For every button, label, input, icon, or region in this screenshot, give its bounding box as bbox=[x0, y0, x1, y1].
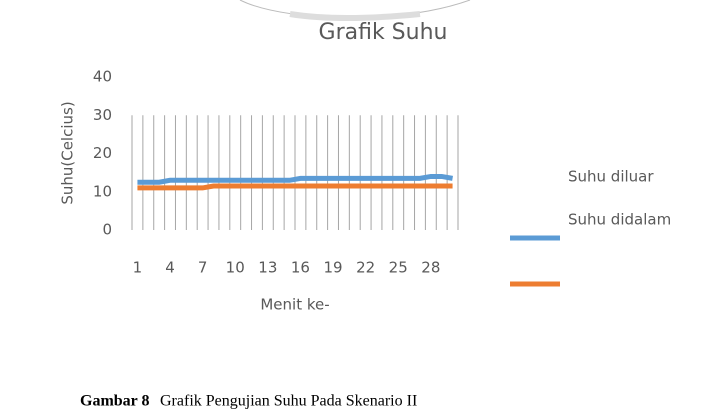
y-tick-label: 0 bbox=[102, 221, 112, 239]
x-tick-label: 1 bbox=[133, 259, 143, 277]
x-tick-label: 7 bbox=[198, 259, 208, 277]
legend-label: Suhu didalam bbox=[568, 211, 671, 229]
y-tick-label: 10 bbox=[93, 182, 112, 200]
decoration-arc bbox=[289, 11, 421, 21]
figure-label: Gambar 8 bbox=[80, 393, 149, 410]
line bbox=[137, 173, 454, 185]
x-tick-label: 25 bbox=[389, 259, 408, 277]
x-axis-label: Menit ke- bbox=[260, 296, 329, 314]
y-tick-label: 20 bbox=[93, 144, 112, 162]
y-tick-label: 40 bbox=[93, 68, 112, 86]
x-tick-label: 13 bbox=[258, 259, 277, 277]
y-axis-label: Suhu(Celcius) bbox=[59, 101, 77, 204]
x-tick-label: 16 bbox=[291, 259, 310, 277]
x-tick-label: 19 bbox=[323, 259, 342, 277]
chart-title: Grafik Suhu bbox=[319, 20, 448, 45]
legend-label: Suhu diluar bbox=[568, 168, 654, 186]
x-tick-label: 22 bbox=[356, 259, 375, 277]
line bbox=[137, 183, 453, 191]
x-tick-label: 10 bbox=[226, 259, 245, 277]
caption: Grafik Pengujian Suhu Pada Skenario II bbox=[160, 393, 417, 410]
x-tick-label: 28 bbox=[421, 259, 440, 277]
x-tick-label: 4 bbox=[165, 259, 175, 277]
y-tick-label: 30 bbox=[93, 106, 112, 124]
